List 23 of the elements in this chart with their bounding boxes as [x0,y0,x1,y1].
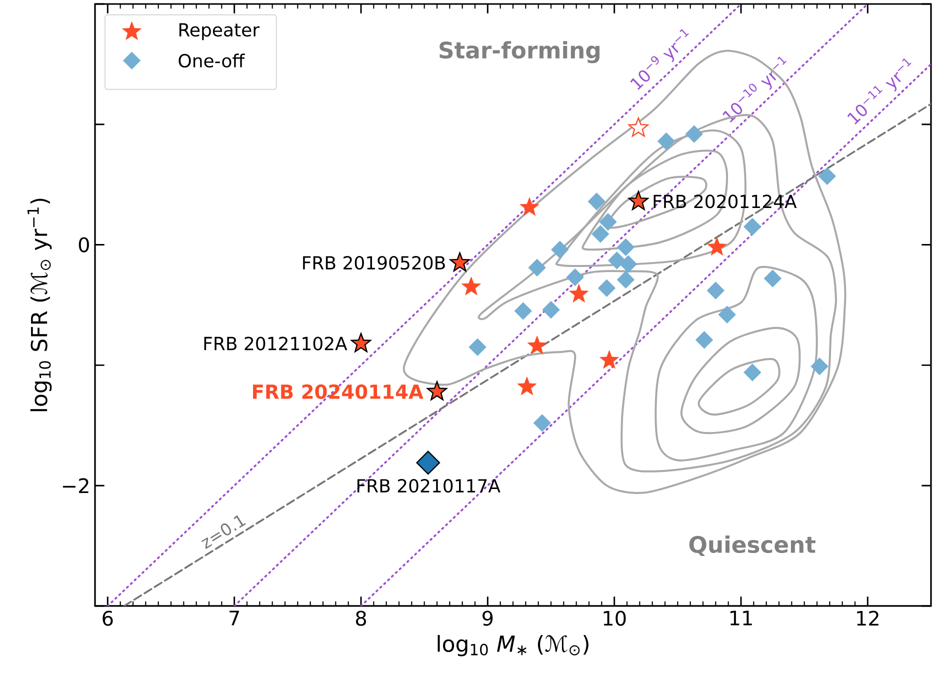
annotation: Star-forming [440,41,600,64]
text: 10$^{−9}$ yr$^{−1}$ [630,29,689,90]
y-tick-label: 0 [78,237,89,252]
y-tick-label: −2 [62,478,88,494]
x-tick-label: 11 [730,610,752,626]
legend-label: One-off [178,54,245,68]
x-tick-label: 9 [482,610,493,626]
annotation: Quiescent [689,536,816,556]
y-axis-title: log$_{10}$ SFR (ℳ$_{⊙}$ yr$^{−1}$) [27,198,52,412]
text: 10$^{−10}$ yr$^{−1}$ [722,56,787,123]
annotation: FRB 20240114A [253,384,424,399]
annotation: FRB 20190520B [303,256,445,270]
text: 10$^{−11}$ yr$^{−1}$ [847,58,912,124]
x-tick-label: 7 [230,610,239,626]
x-axis-title: log$_{10}$ M$_{∗}$ (ℳ$_{⊙}$) [438,634,588,656]
annotation: FRB 20121102A [204,336,348,350]
x-tick-label: 12 [857,610,878,626]
x-tick-label: 8 [356,610,366,626]
x-tick-label: 10 [604,610,626,626]
x-tick-label: 6 [102,610,113,626]
annotation: FRB 20210117A [357,478,500,493]
annotation: FRB 20201124A [654,194,797,208]
legend-label: Repeater [179,23,260,40]
